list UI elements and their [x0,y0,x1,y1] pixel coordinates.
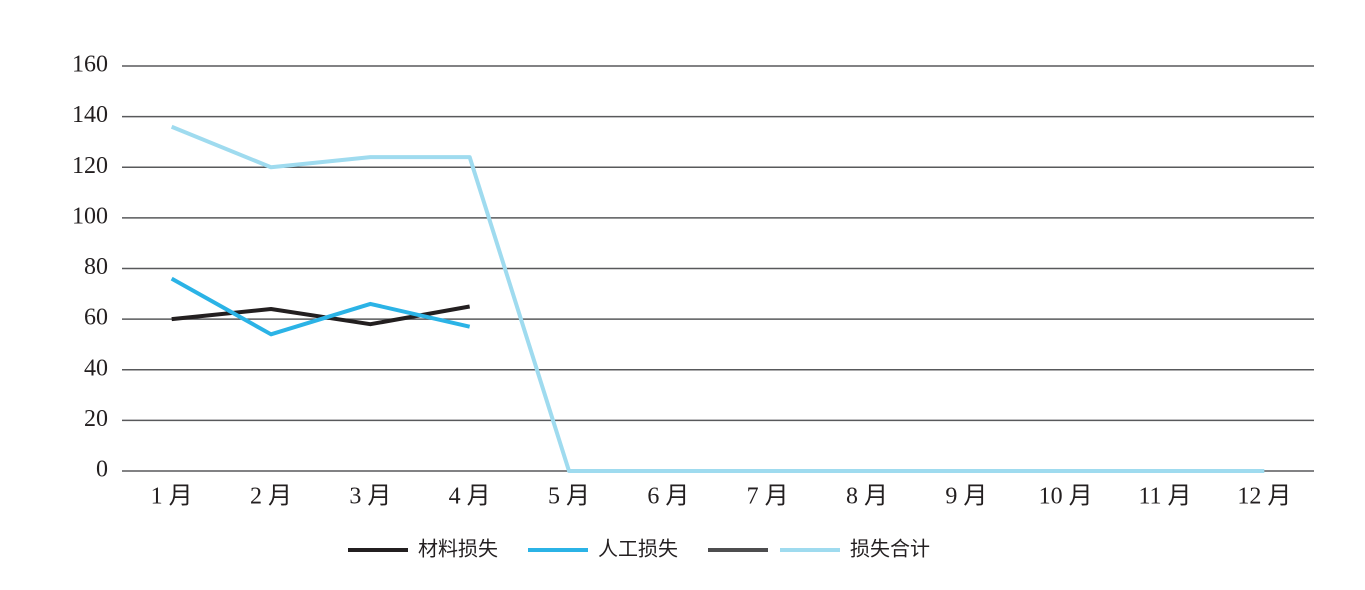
x-tick-label: 4 月 [449,484,491,510]
series-line [170,276,471,337]
x-tick-label: 3 月 [349,484,391,510]
x-tick-label: 12 月 [1237,484,1291,510]
x-tick-label: 7 月 [747,484,789,510]
series-line [170,124,1265,473]
x-tick-label: 11 月 [1138,484,1191,510]
x-tick-label: 1 月 [151,484,193,510]
x-tick-label: 10 月 [1039,484,1093,510]
y-tick-label: 140 [72,102,108,128]
y-tick-label: 40 [84,355,108,381]
x-tick-label: 8 月 [846,484,888,510]
y-tick-label: 20 [84,406,108,432]
legend-label: 人工损失 [598,537,678,561]
x-tick-label: 5 月 [548,484,590,510]
y-tick-label: 0 [96,457,108,483]
x-tick-label: 6 月 [647,484,689,510]
x-tick-label: 9 月 [945,484,987,510]
y-tick-label: 60 [84,305,108,331]
y-tick-label: 120 [72,153,108,179]
y-tick-label: 160 [72,52,108,78]
y-tick-label: 100 [72,203,108,229]
x-tick-label: 2 月 [250,484,292,510]
y-tick-label: 80 [84,254,108,280]
legend-label: 损失合计 [850,537,930,561]
legend-label: 材料损失 [418,537,498,561]
